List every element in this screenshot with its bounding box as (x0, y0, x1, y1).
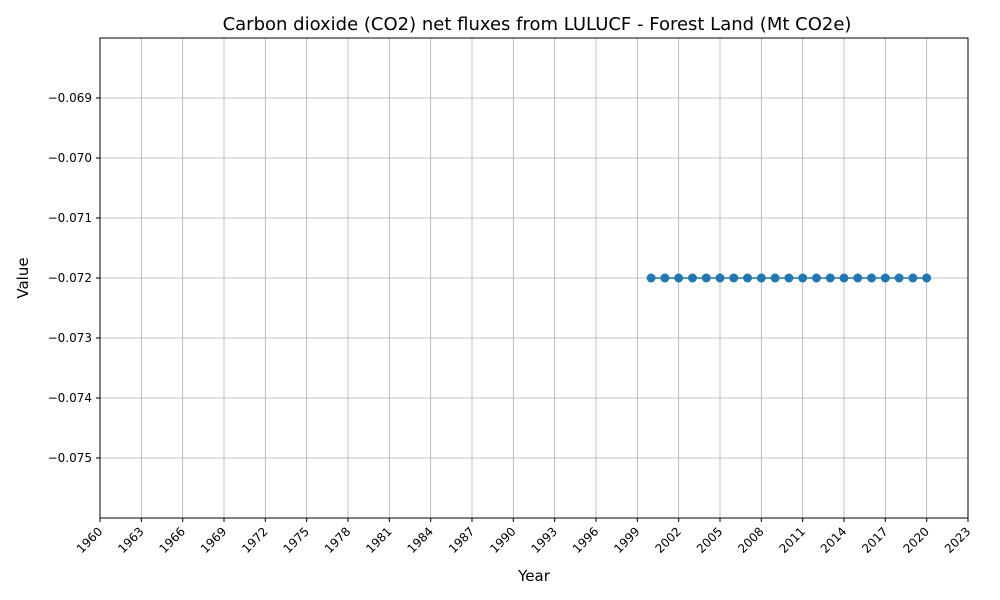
x-tick-label: 1963 (115, 524, 146, 555)
x-tick-label: 1987 (446, 524, 477, 555)
x-tick-label: 1960 (74, 524, 105, 555)
data-point (880, 273, 890, 283)
data-point (743, 273, 753, 283)
x-tick-label: 2014 (818, 524, 849, 555)
x-tick-label: 1981 (363, 524, 394, 555)
y-tick-label: −0.073 (48, 331, 92, 345)
x-tick-label: 1984 (405, 524, 436, 555)
x-tick-label: 1978 (322, 524, 353, 555)
y-tick-label: −0.072 (48, 271, 92, 285)
y-tick-label: −0.075 (48, 451, 92, 465)
x-tick-label: 1996 (570, 524, 601, 555)
x-tick-label: 2002 (653, 524, 684, 555)
data-point (908, 273, 918, 283)
y-tick-label: −0.071 (48, 211, 92, 225)
data-point (646, 273, 656, 283)
x-tick-label: 1969 (198, 524, 229, 555)
data-point (867, 273, 877, 283)
data-point (811, 273, 821, 283)
data-point (839, 273, 849, 283)
data-point (770, 273, 780, 283)
x-axis-ticks: 1960 1963 1966 1969 1972 1975 1978 1981 1984 1987… (74, 518, 973, 556)
x-tick-label: 2011 (777, 524, 808, 555)
y-tick-label: −0.070 (48, 151, 92, 165)
x-axis-label: Year (517, 567, 551, 585)
data-point (784, 273, 794, 283)
x-tick-label: 2020 (901, 524, 932, 555)
data-point (674, 273, 684, 283)
x-tick-label: 2005 (694, 524, 725, 555)
x-tick-label: 1990 (487, 524, 518, 555)
data-point (687, 273, 697, 283)
x-tick-label: 1993 (529, 524, 560, 555)
data-point (729, 273, 739, 283)
data-point (715, 273, 725, 283)
y-axis-label: Value (14, 257, 32, 298)
y-tick-label: −0.074 (48, 391, 92, 405)
data-point (894, 273, 904, 283)
y-tick-label: −0.069 (48, 91, 92, 105)
series-layer (646, 273, 932, 283)
data-point (756, 273, 766, 283)
data-point (825, 273, 835, 283)
x-tick-label: 1975 (281, 524, 312, 555)
data-point (853, 273, 863, 283)
data-point (660, 273, 670, 283)
x-tick-label: 2023 (942, 524, 973, 555)
x-tick-label: 1999 (611, 524, 642, 555)
x-tick-label: 1972 (239, 524, 270, 555)
x-tick-label: 2017 (859, 524, 890, 555)
chart-title: Carbon dioxide (CO2) net fluxes from LUL… (223, 14, 852, 35)
data-point (701, 273, 711, 283)
data-point (798, 273, 808, 283)
x-tick-label: 1966 (157, 524, 188, 555)
data-point (922, 273, 932, 283)
y-axis-ticks: −0.075 −0.074 −0.073 −0.072 −0.071 −0.070 −0.0… (48, 91, 100, 465)
x-tick-label: 2008 (735, 524, 766, 555)
